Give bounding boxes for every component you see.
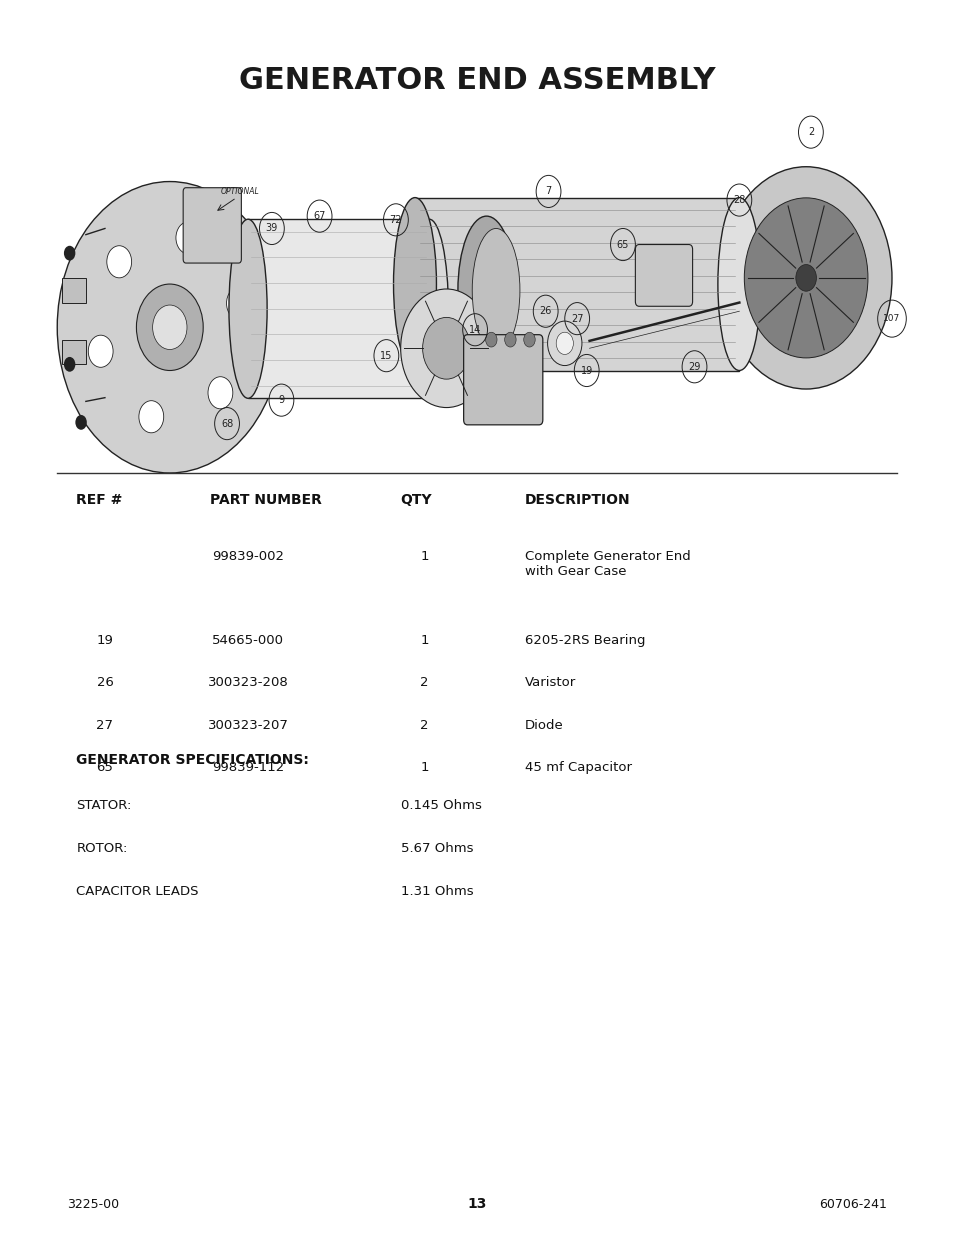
Ellipse shape (472, 228, 519, 352)
Circle shape (547, 321, 581, 366)
Ellipse shape (410, 220, 448, 398)
Text: 54665-000: 54665-000 (212, 634, 284, 647)
FancyBboxPatch shape (62, 278, 86, 303)
Text: 7: 7 (545, 186, 551, 196)
Text: ROTOR:: ROTOR: (76, 842, 128, 855)
Circle shape (226, 288, 251, 320)
Text: PART NUMBER: PART NUMBER (210, 493, 321, 508)
Text: 2: 2 (420, 719, 428, 731)
Text: 1.31 Ohms: 1.31 Ohms (400, 885, 473, 898)
Text: 67: 67 (314, 211, 325, 221)
Circle shape (175, 222, 200, 254)
Text: 13: 13 (467, 1197, 486, 1212)
Text: 1: 1 (420, 550, 428, 563)
Text: 65: 65 (96, 761, 113, 774)
Text: QTY: QTY (400, 493, 432, 508)
Text: 27: 27 (570, 314, 583, 324)
FancyBboxPatch shape (463, 335, 542, 425)
Circle shape (152, 305, 187, 350)
Text: 3225-00: 3225-00 (67, 1198, 119, 1210)
Text: 99839-112: 99839-112 (212, 761, 284, 774)
Text: 29: 29 (688, 362, 700, 372)
Text: STATOR:: STATOR: (76, 799, 132, 811)
Text: Diode: Diode (524, 719, 563, 731)
Text: 39: 39 (266, 224, 277, 233)
Text: 300323-208: 300323-208 (208, 677, 288, 689)
Circle shape (720, 167, 891, 389)
Circle shape (485, 332, 497, 347)
Text: Complete Generator End
with Gear Case: Complete Generator End with Gear Case (524, 550, 690, 578)
Text: Varistor: Varistor (524, 677, 576, 689)
FancyBboxPatch shape (415, 198, 739, 370)
Circle shape (64, 357, 75, 372)
Ellipse shape (229, 220, 267, 398)
FancyBboxPatch shape (183, 188, 241, 263)
Circle shape (422, 317, 470, 379)
Text: 72: 72 (389, 215, 402, 225)
Text: 9: 9 (278, 395, 284, 405)
Circle shape (107, 246, 132, 278)
Circle shape (743, 198, 867, 358)
Text: 15: 15 (380, 351, 392, 361)
Ellipse shape (393, 198, 436, 370)
Text: 99839-002: 99839-002 (212, 550, 284, 563)
Circle shape (75, 415, 87, 430)
Text: 26: 26 (539, 306, 551, 316)
Text: GENERATOR SPECIFICATIONS:: GENERATOR SPECIFICATIONS: (76, 752, 309, 767)
Circle shape (64, 246, 75, 261)
Circle shape (795, 264, 816, 291)
Circle shape (57, 182, 282, 473)
Text: 26: 26 (96, 677, 113, 689)
Text: 0.145 Ohms: 0.145 Ohms (400, 799, 481, 811)
FancyBboxPatch shape (62, 340, 86, 364)
Text: 27: 27 (96, 719, 113, 731)
Text: 1: 1 (420, 761, 428, 774)
FancyBboxPatch shape (635, 245, 692, 306)
Text: 68: 68 (221, 419, 233, 429)
Text: 107: 107 (882, 314, 900, 324)
Text: 300323-207: 300323-207 (208, 719, 288, 731)
Circle shape (400, 289, 492, 408)
Text: GENERATOR END ASSEMBLY: GENERATOR END ASSEMBLY (238, 65, 715, 95)
Text: 60706-241: 60706-241 (819, 1198, 886, 1210)
Text: 2: 2 (420, 677, 428, 689)
Text: CAPACITOR LEADS: CAPACITOR LEADS (76, 885, 198, 898)
Circle shape (556, 332, 573, 354)
Circle shape (523, 332, 535, 347)
Ellipse shape (457, 216, 515, 364)
Circle shape (504, 332, 516, 347)
Text: DESCRIPTION: DESCRIPTION (524, 493, 630, 508)
Text: OPTIONAL: OPTIONAL (221, 186, 259, 196)
FancyBboxPatch shape (248, 220, 429, 398)
Circle shape (89, 335, 113, 367)
Circle shape (208, 377, 233, 409)
Text: 1: 1 (420, 634, 428, 647)
Text: 6205-2RS Bearing: 6205-2RS Bearing (524, 634, 644, 647)
Text: 28: 28 (733, 195, 744, 205)
Text: 45 mf Capacitor: 45 mf Capacitor (524, 761, 631, 774)
Circle shape (139, 400, 164, 432)
Text: REF #: REF # (76, 493, 123, 508)
Text: 65: 65 (617, 240, 628, 249)
Text: 5.67 Ohms: 5.67 Ohms (400, 842, 473, 855)
Text: 19: 19 (96, 634, 113, 647)
Circle shape (136, 284, 203, 370)
Text: 2: 2 (807, 127, 813, 137)
Text: 14: 14 (469, 325, 480, 335)
Text: 19: 19 (580, 366, 592, 375)
Ellipse shape (717, 198, 760, 370)
